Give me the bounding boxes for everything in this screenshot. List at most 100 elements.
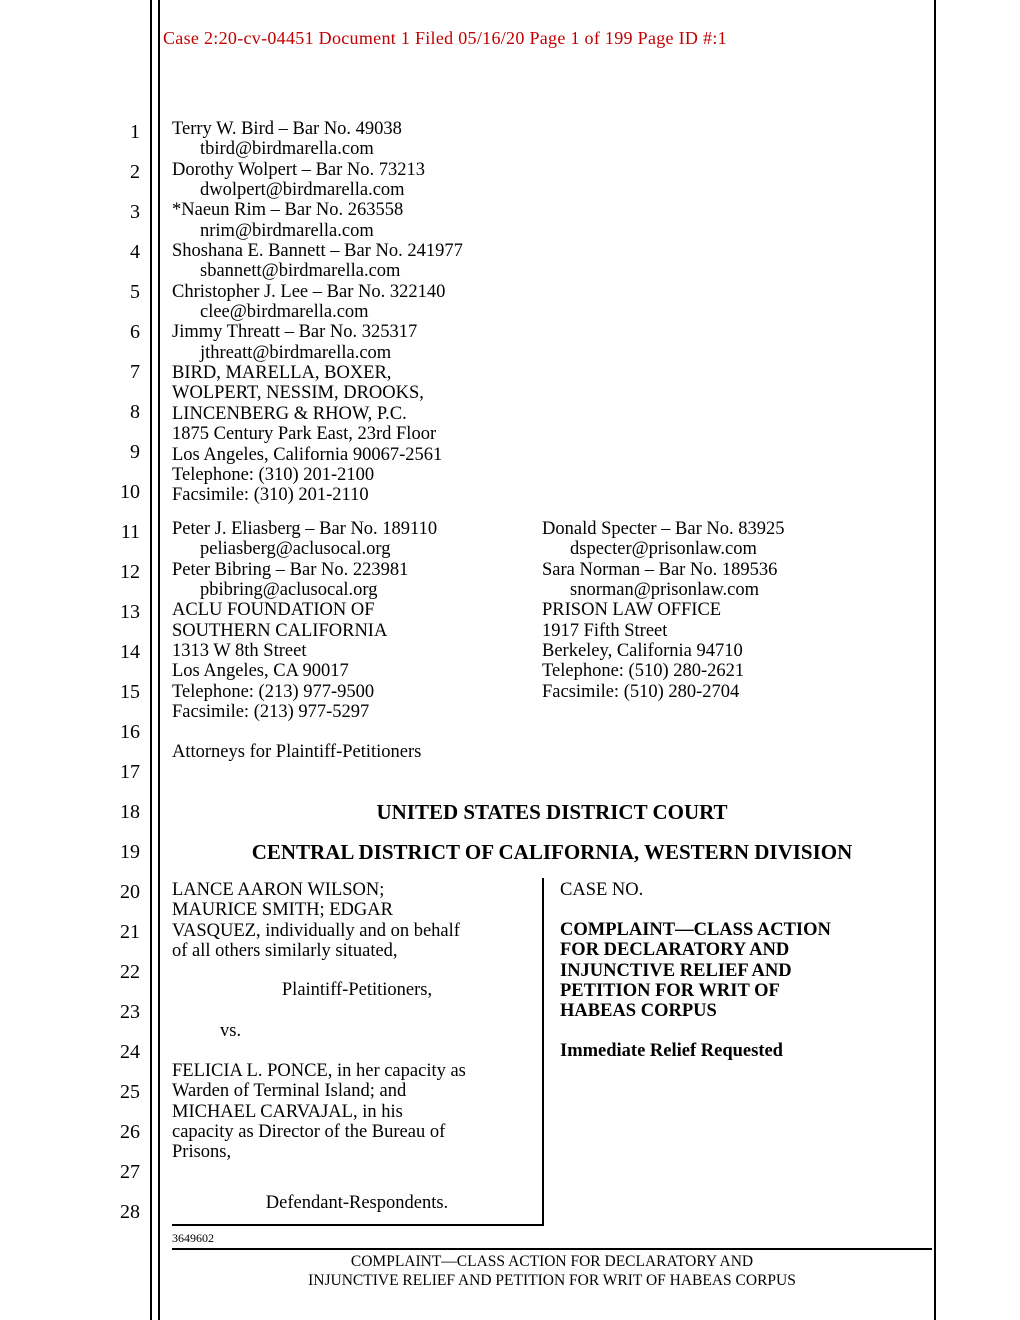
attorney-name: Dorothy Wolpert – Bar No. 73213: [172, 160, 463, 180]
firm-tel: Telephone: (310) 201-2100: [172, 465, 463, 485]
attorney-email: sbannett@birdmarella.com: [172, 261, 463, 281]
line-number: 19: [120, 841, 140, 864]
case-number-label: CASE NO.: [560, 880, 643, 900]
firm-name: WOLPERT, NESSIM, DROOKS,: [172, 383, 463, 403]
firm-tel: Telephone: (510) 280-2621: [542, 661, 785, 681]
firm-fax: Facsimile: (310) 201-2110: [172, 485, 463, 505]
caption-divider-line: [542, 878, 544, 1226]
line-number: 16: [120, 721, 140, 744]
firm-address: 1917 Fifth Street: [542, 621, 785, 641]
firm-name: SOUTHERN CALIFORNIA: [172, 621, 437, 641]
attorney-name: Christopher J. Lee – Bar No. 322140: [172, 282, 463, 302]
defendant-line: capacity as Director of the Bureau of: [172, 1122, 542, 1142]
firm-name: PRISON LAW OFFICE: [542, 600, 785, 620]
attorney-name: Donald Specter – Bar No. 83925: [542, 519, 785, 539]
ruling-line-left-2: [158, 0, 160, 1320]
caption-bottom-line: [172, 1224, 542, 1226]
line-number: 13: [120, 601, 140, 624]
firm-name: LINCENBERG & RHOW, P.C.: [172, 404, 463, 424]
attorney-name: *Naeun Rim – Bar No. 263558: [172, 200, 463, 220]
plaintiffs-block: LANCE AARON WILSON; MAURICE SMITH; EDGAR…: [172, 880, 542, 961]
line-number: 25: [120, 1081, 140, 1104]
case-header: Case 2:20-cv-04451 Document 1 Filed 05/1…: [163, 28, 727, 49]
line-number: 10: [120, 481, 140, 504]
firm-address: Los Angeles, California 90067-2561: [172, 445, 463, 465]
attorney-block-2: Peter J. Eliasberg – Bar No. 189110 peli…: [172, 519, 437, 722]
court-division: CENTRAL DISTRICT OF CALIFORNIA, WESTERN …: [172, 840, 932, 865]
attorney-email: dspecter@prisonlaw.com: [542, 539, 785, 559]
defendant-line: Prisons,: [172, 1142, 542, 1162]
attorney-block-3: Donald Specter – Bar No. 83925 dspecter@…: [542, 519, 785, 702]
legal-pleading-page: Case 2:20-cv-04451 Document 1 Filed 05/1…: [0, 0, 1020, 1320]
line-number: 21: [120, 921, 140, 944]
line-number: 11: [121, 521, 140, 544]
attorney-name: Jimmy Threatt – Bar No. 325317: [172, 322, 463, 342]
attorney-block-1: Terry W. Bird – Bar No. 49038 tbird@bird…: [172, 119, 463, 506]
defendant-line: FELICIA L. PONCE, in her capacity as: [172, 1061, 542, 1081]
line-number: 1: [130, 121, 140, 144]
defendant-line: Warden of Terminal Island; and: [172, 1081, 542, 1101]
line-number: 4: [130, 241, 140, 264]
line-number: 22: [120, 961, 140, 984]
footer-line-2: INJUNCTIVE RELIEF AND PETITION FOR WRIT …: [172, 1272, 932, 1290]
complaint-title-line: HABEAS CORPUS: [560, 1001, 831, 1021]
complaint-title-line: FOR DECLARATORY AND: [560, 940, 831, 960]
defendants-block: FELICIA L. PONCE, in her capacity as War…: [172, 1061, 542, 1163]
line-number: 20: [120, 881, 140, 904]
line-number: 15: [120, 681, 140, 704]
line-number: 28: [120, 1201, 140, 1224]
line-number: 5: [130, 281, 140, 304]
firm-tel: Telephone: (213) 977-9500: [172, 682, 437, 702]
firm-address: 1313 W 8th Street: [172, 641, 437, 661]
attorney-email: snorman@prisonlaw.com: [542, 580, 785, 600]
ruling-line-left-1: [150, 0, 152, 1320]
attorney-email: jthreatt@birdmarella.com: [172, 343, 463, 363]
complaint-title-block: COMPLAINT—CLASS ACTION FOR DECLARATORY A…: [560, 920, 831, 1022]
line-number: 24: [120, 1041, 140, 1064]
firm-address: Los Angeles, CA 90017: [172, 661, 437, 681]
plaintiff-line: VASQUEZ, individually and on behalf: [172, 921, 542, 941]
vs-label: vs.: [172, 1021, 241, 1041]
plaintiff-label: Plaintiff-Petitioners,: [172, 980, 542, 1000]
firm-address: 1875 Century Park East, 23rd Floor: [172, 424, 463, 444]
line-number: 26: [120, 1121, 140, 1144]
attorney-email: pbibring@aclusocal.org: [172, 580, 437, 600]
attorney-email: dwolpert@birdmarella.com: [172, 180, 463, 200]
attorney-name: Peter Bibring – Bar No. 223981: [172, 560, 437, 580]
firm-fax: Facsimile: (213) 977-5297: [172, 702, 437, 722]
firm-address: Berkeley, California 94710: [542, 641, 785, 661]
line-number: 23: [120, 1001, 140, 1024]
footer-rule: [172, 1248, 932, 1250]
defendant-line: MICHAEL CARVAJAL, in his: [172, 1102, 542, 1122]
attorney-email: tbird@birdmarella.com: [172, 139, 463, 159]
defendant-label: Defendant-Respondents.: [172, 1193, 542, 1213]
line-number: 17: [120, 761, 140, 784]
attorney-name: Peter J. Eliasberg – Bar No. 189110: [172, 519, 437, 539]
ruling-line-right: [934, 0, 936, 1320]
footer-line-1: COMPLAINT—CLASS ACTION FOR DECLARATORY A…: [172, 1253, 932, 1271]
plaintiff-line: MAURICE SMITH; EDGAR: [172, 900, 542, 920]
line-number: 14: [120, 641, 140, 664]
line-number: 3: [130, 201, 140, 224]
firm-fax: Facsimile: (510) 280-2704: [542, 682, 785, 702]
attorney-email: nrim@birdmarella.com: [172, 221, 463, 241]
line-number: 18: [120, 801, 140, 824]
plaintiff-line: LANCE AARON WILSON;: [172, 880, 542, 900]
line-number: 9: [130, 441, 140, 464]
attorney-email: peliasberg@aclusocal.org: [172, 539, 437, 559]
complaint-title-line: INJUNCTIVE RELIEF AND: [560, 961, 831, 981]
attorneys-for-label: Attorneys for Plaintiff-Petitioners: [172, 742, 421, 762]
firm-name: ACLU FOUNDATION OF: [172, 600, 437, 620]
firm-name: BIRD, MARELLA, BOXER,: [172, 363, 463, 383]
document-number: 3649602: [172, 1231, 214, 1246]
line-number: 6: [130, 321, 140, 344]
attorney-name: Sara Norman – Bar No. 189536: [542, 560, 785, 580]
line-number: 27: [120, 1161, 140, 1184]
plaintiff-line: of all others similarly situated,: [172, 941, 542, 961]
line-number: 2: [130, 161, 140, 184]
attorney-name: Terry W. Bird – Bar No. 49038: [172, 119, 463, 139]
line-number: 12: [120, 561, 140, 584]
court-name: UNITED STATES DISTRICT COURT: [172, 800, 932, 825]
immediate-relief-label: Immediate Relief Requested: [560, 1041, 783, 1061]
complaint-title-line: PETITION FOR WRIT OF: [560, 981, 831, 1001]
